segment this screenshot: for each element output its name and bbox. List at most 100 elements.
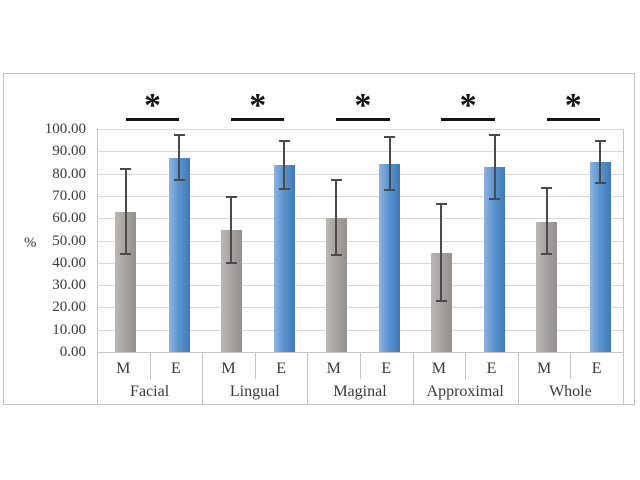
- category-separator: [412, 352, 414, 404]
- series-cell-separator: [149, 353, 151, 379]
- error-bar-line: [493, 134, 496, 200]
- error-bar-cap-bottom: [120, 252, 132, 255]
- error-bar-cap-bottom: [173, 179, 185, 182]
- gridline: [97, 195, 623, 197]
- error-bar-cap-bottom: [541, 252, 553, 255]
- series-label-m: M: [536, 360, 552, 377]
- series-label-e: E: [381, 360, 392, 377]
- error-bar-cap-bottom: [225, 261, 237, 264]
- bar-facial-e: [168, 157, 190, 352]
- y-tick-label: 50.00: [52, 232, 86, 249]
- error-bar-cap-top: [278, 140, 290, 143]
- error-bar-line: [545, 188, 548, 254]
- category-label-lingual: Lingual: [229, 383, 280, 400]
- error-bar-cap-bottom: [384, 189, 396, 192]
- y-tick-label: 60.00: [52, 210, 86, 227]
- error-bar-line: [440, 203, 443, 301]
- y-tick-label: 40.00: [52, 254, 86, 271]
- error-bar-cap-top: [330, 179, 342, 182]
- error-bar-cap-top: [120, 168, 132, 171]
- series-label-e: E: [276, 360, 286, 377]
- error-bar-line: [388, 136, 391, 191]
- bar-lingual-e: [273, 164, 295, 352]
- error-bar-line: [599, 141, 601, 183]
- error-bar-cap-top: [225, 196, 237, 198]
- y-tick-label: 80.00: [52, 165, 86, 182]
- x-axis-line: [97, 352, 623, 353]
- significance-line: [125, 118, 180, 121]
- series-label-e: E: [171, 360, 181, 377]
- significance-line: [546, 118, 600, 121]
- bar-facial-m: [115, 211, 137, 352]
- significance-line: [441, 118, 495, 121]
- plot-area: 100.00 90.00 80.00 70.00 60.00 50.00 40.00 30.0…: [4, 74, 634, 404]
- significance-line: [231, 118, 285, 121]
- category-separator: [307, 352, 309, 404]
- series-label-e: E: [486, 360, 497, 377]
- bar-maginal-e: [379, 163, 401, 352]
- significance-asterisk: *: [459, 87, 477, 124]
- error-bar-cap-top: [541, 187, 553, 190]
- error-bar-cap-bottom: [330, 253, 342, 256]
- bar-approximal-e: [484, 166, 506, 352]
- y-tick-label: 100.00: [44, 121, 86, 137]
- series-cell-separator: [570, 353, 572, 379]
- bar-whole-e: [589, 162, 611, 352]
- series-label-m: M: [116, 360, 131, 377]
- chart-frame: % 100.00 90.00 80.00 70.00 60.00 50.00 40.00 30…: [3, 73, 635, 405]
- category-label-whole: Whole: [549, 383, 592, 400]
- error-bar-cap-top: [384, 135, 396, 138]
- error-bar-line: [283, 141, 286, 190]
- error-bar-cap-top: [594, 140, 606, 143]
- series-label-m: M: [221, 360, 236, 377]
- y-tick-label: 20.00: [52, 299, 86, 316]
- y-axis-line: [97, 129, 98, 404]
- y-tick-label: 70.00: [52, 187, 86, 204]
- bar-approximal-m: [430, 252, 452, 352]
- series-label-m: M: [326, 360, 341, 377]
- error-bar-line: [178, 134, 181, 181]
- significance-line: [336, 118, 390, 121]
- y-tick-label: 30.00: [52, 277, 86, 294]
- error-bar-line: [230, 197, 232, 263]
- gridline: [97, 285, 623, 287]
- error-bar-cap-bottom: [435, 299, 447, 302]
- error-bar-cap-top: [435, 202, 447, 205]
- significance-asterisk: *: [564, 87, 582, 124]
- gridline: [97, 329, 623, 331]
- series-cell-separator: [465, 353, 467, 379]
- error-bar-cap-top: [489, 133, 501, 136]
- category-separator: [202, 352, 204, 404]
- category-separator: [517, 352, 519, 404]
- category-label-approximal: Approximal: [426, 383, 504, 400]
- error-bar-line: [335, 180, 338, 255]
- gridline: [97, 173, 623, 175]
- y-tick-label: 0.00: [59, 344, 86, 360]
- series-label-m: M: [431, 360, 446, 377]
- error-bar-cap-bottom: [594, 181, 606, 184]
- gridline: [97, 151, 623, 153]
- significance-asterisk: *: [249, 87, 267, 124]
- plot-right-border: [623, 129, 624, 404]
- gridline: [97, 262, 623, 264]
- bar-maginal-m: [325, 218, 347, 352]
- series-cell-separator: [254, 353, 256, 379]
- category-label-maginal: Maginal: [333, 383, 387, 400]
- significance-asterisk: *: [354, 87, 372, 124]
- y-tick-label: 90.00: [52, 143, 86, 160]
- gridline: [97, 129, 623, 130]
- y-tick-label: 10.00: [52, 321, 86, 338]
- error-bar-cap-top: [173, 133, 185, 136]
- error-bar-cap-bottom: [489, 198, 501, 201]
- series-label-e: E: [591, 360, 602, 377]
- y-axis-title: %: [24, 235, 37, 251]
- bar-lingual-m: [220, 230, 242, 352]
- error-bar-line: [124, 169, 127, 254]
- error-bar-cap-bottom: [278, 188, 290, 191]
- series-cell-separator: [360, 353, 361, 379]
- gridline: [97, 218, 623, 220]
- gridline: [97, 240, 623, 242]
- significance-asterisk: *: [144, 87, 161, 124]
- gridline: [97, 307, 623, 309]
- category-label-facial: Facial: [130, 383, 170, 400]
